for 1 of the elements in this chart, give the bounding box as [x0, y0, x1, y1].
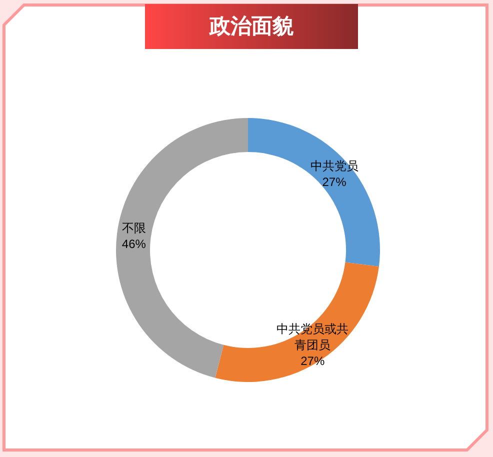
title: 政治面貌 [145, 4, 358, 49]
